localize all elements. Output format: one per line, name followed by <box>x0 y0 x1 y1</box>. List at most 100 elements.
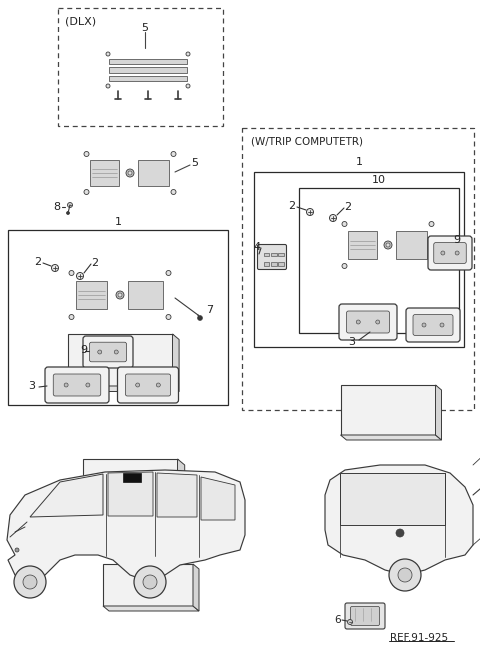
Text: 5: 5 <box>192 158 199 168</box>
Text: 5: 5 <box>142 23 148 33</box>
FancyBboxPatch shape <box>125 374 170 396</box>
Text: 2: 2 <box>91 258 98 268</box>
Circle shape <box>136 383 140 387</box>
Circle shape <box>51 265 59 272</box>
Text: 1: 1 <box>356 157 362 167</box>
Polygon shape <box>340 385 435 435</box>
Circle shape <box>186 84 190 88</box>
Circle shape <box>143 575 157 589</box>
Text: 9: 9 <box>81 345 87 355</box>
Circle shape <box>422 323 426 327</box>
Circle shape <box>69 271 74 276</box>
FancyBboxPatch shape <box>428 236 472 270</box>
Circle shape <box>114 350 118 354</box>
Circle shape <box>126 169 134 177</box>
Circle shape <box>386 243 390 247</box>
FancyBboxPatch shape <box>350 607 380 626</box>
Circle shape <box>14 566 46 598</box>
Text: (DLX): (DLX) <box>65 16 96 26</box>
Circle shape <box>342 263 347 269</box>
Circle shape <box>389 559 421 591</box>
Polygon shape <box>90 160 119 185</box>
Polygon shape <box>7 470 245 582</box>
Circle shape <box>76 272 84 280</box>
Circle shape <box>84 189 89 195</box>
FancyBboxPatch shape <box>45 367 109 403</box>
Polygon shape <box>172 334 179 392</box>
Polygon shape <box>129 281 163 309</box>
FancyBboxPatch shape <box>118 367 179 403</box>
Circle shape <box>106 52 110 56</box>
Text: 7: 7 <box>206 305 214 315</box>
Polygon shape <box>109 59 187 64</box>
Circle shape <box>67 212 70 214</box>
Circle shape <box>69 314 74 320</box>
Text: 3: 3 <box>28 381 36 391</box>
Circle shape <box>166 271 171 276</box>
Circle shape <box>118 293 122 297</box>
Polygon shape <box>340 473 445 525</box>
FancyBboxPatch shape <box>339 304 397 340</box>
Circle shape <box>106 84 110 88</box>
Polygon shape <box>83 505 185 511</box>
Circle shape <box>441 251 445 255</box>
Circle shape <box>186 52 190 56</box>
Circle shape <box>15 548 19 552</box>
Polygon shape <box>157 473 197 517</box>
Circle shape <box>342 221 347 227</box>
FancyBboxPatch shape <box>413 314 453 335</box>
Polygon shape <box>340 435 442 440</box>
Circle shape <box>429 263 434 269</box>
Polygon shape <box>76 281 108 309</box>
Bar <box>271 262 276 266</box>
Text: 2: 2 <box>35 257 42 267</box>
Circle shape <box>455 251 459 255</box>
Polygon shape <box>193 564 199 611</box>
FancyBboxPatch shape <box>347 311 389 333</box>
Circle shape <box>68 202 72 208</box>
FancyBboxPatch shape <box>345 603 385 629</box>
Bar <box>123 473 141 482</box>
Circle shape <box>171 151 176 157</box>
Polygon shape <box>108 472 153 516</box>
Polygon shape <box>30 474 103 517</box>
FancyBboxPatch shape <box>89 342 127 362</box>
Circle shape <box>64 383 68 387</box>
Circle shape <box>307 208 313 215</box>
Circle shape <box>440 323 444 327</box>
FancyBboxPatch shape <box>406 308 460 342</box>
Circle shape <box>134 566 166 598</box>
Polygon shape <box>83 459 178 505</box>
Circle shape <box>197 316 203 320</box>
Text: 2: 2 <box>345 202 351 212</box>
Circle shape <box>86 383 90 387</box>
Text: 9: 9 <box>454 235 461 245</box>
Circle shape <box>429 221 434 227</box>
Text: 10: 10 <box>372 175 386 185</box>
Circle shape <box>98 350 102 354</box>
FancyBboxPatch shape <box>53 374 101 396</box>
Polygon shape <box>201 477 235 520</box>
Polygon shape <box>103 606 199 611</box>
Polygon shape <box>109 67 187 73</box>
Text: 8: 8 <box>53 202 60 212</box>
Circle shape <box>128 171 132 175</box>
Text: REF.91-925: REF.91-925 <box>390 633 448 643</box>
Circle shape <box>384 241 392 249</box>
Polygon shape <box>109 76 187 81</box>
Polygon shape <box>396 231 427 259</box>
Text: 4: 4 <box>253 242 261 252</box>
Text: 2: 2 <box>288 201 296 211</box>
Circle shape <box>171 189 176 195</box>
Circle shape <box>329 214 336 221</box>
Bar <box>271 253 276 256</box>
Polygon shape <box>348 231 377 259</box>
Polygon shape <box>68 386 179 392</box>
Polygon shape <box>103 564 193 606</box>
Polygon shape <box>325 465 473 575</box>
Bar <box>278 262 284 266</box>
Text: 1: 1 <box>115 217 121 227</box>
Circle shape <box>116 291 124 299</box>
Circle shape <box>376 320 380 324</box>
Bar <box>278 253 284 256</box>
